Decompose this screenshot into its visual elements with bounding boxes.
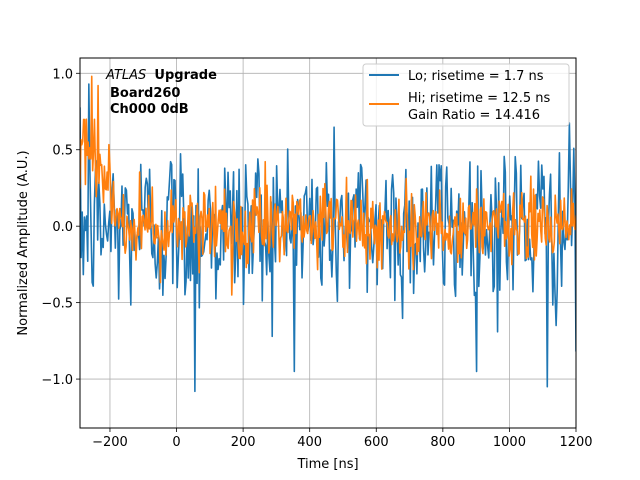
x-tick-label: 1200 bbox=[559, 435, 592, 450]
plot-frame bbox=[79, 57, 577, 429]
atlas-annotation: ATLAS Upgrade Board260 Ch000 0dB bbox=[105, 68, 217, 117]
legend-label-hi: Hi; risetime = 12.5 ns Gain Ratio = 14.4… bbox=[408, 91, 554, 123]
x-tick-label: 600 bbox=[364, 435, 389, 450]
series-line-hi bbox=[80, 75, 576, 296]
board-label: Board260 bbox=[110, 86, 180, 101]
series-line-lo bbox=[80, 83, 576, 393]
y-tick-label: 0.0 bbox=[52, 220, 73, 235]
legend-label-lo: Lo; risetime = 1.7 ns bbox=[408, 69, 544, 84]
y-tick-label: −1.0 bbox=[41, 373, 73, 388]
y-tick-label: −0.5 bbox=[41, 297, 73, 312]
x-tick-label: 1000 bbox=[493, 435, 526, 450]
channel-label: Ch000 0dB bbox=[110, 102, 189, 117]
y-tick-label: 1.0 bbox=[52, 67, 73, 82]
svg-text:ATLAS Upgrade: ATLAS Upgrade bbox=[105, 68, 217, 83]
y-tick-label: 0.5 bbox=[52, 144, 73, 159]
x-tick-label: 400 bbox=[297, 435, 322, 450]
x-tick-label: 0 bbox=[172, 435, 180, 450]
x-tick-label: −200 bbox=[92, 435, 128, 450]
upgrade-label: Upgrade bbox=[154, 68, 217, 83]
ticks: −200 0 200 400 600 800 1000 1200 −1.0 −0.5 0.0 0.5 1… bbox=[41, 67, 592, 450]
atlas-label: ATLAS bbox=[105, 68, 146, 83]
x-axis-label: Time [ns] bbox=[296, 457, 358, 472]
y-axis-label: Normalized Amplitude (A.U.) bbox=[16, 150, 31, 335]
legend-box bbox=[362, 63, 570, 127]
x-tick-label: 800 bbox=[430, 435, 455, 450]
legend: Lo; risetime = 1.7 ns Hi; risetime = 12.… bbox=[362, 63, 570, 127]
x-tick-label: 200 bbox=[231, 435, 256, 450]
series-layer bbox=[80, 75, 576, 393]
